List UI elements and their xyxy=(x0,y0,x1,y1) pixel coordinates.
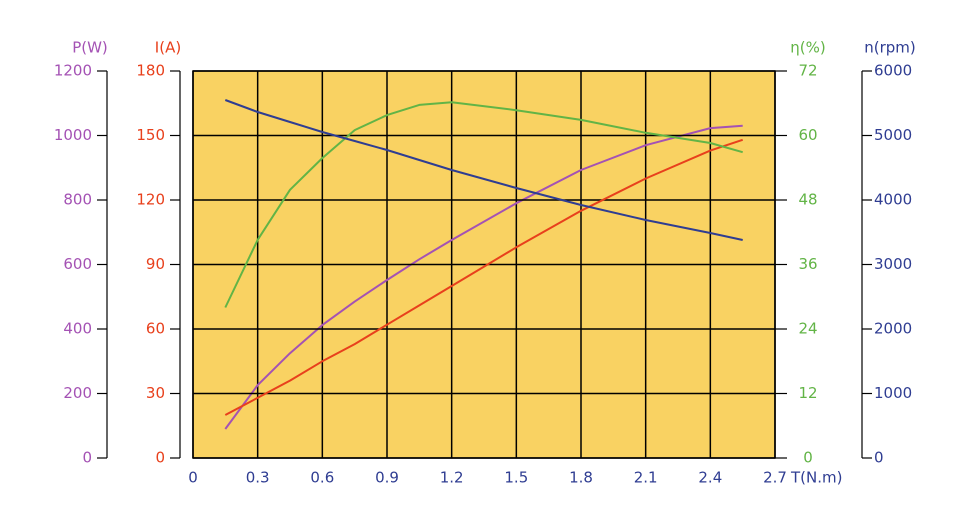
y-tick-label: 90 xyxy=(146,255,165,273)
y-tick-label: 1000 xyxy=(54,126,92,144)
data-line xyxy=(224,99,743,241)
y-axis-title: n(rpm) xyxy=(864,39,916,57)
y-tick-label: 48 xyxy=(798,191,817,209)
y-axis-title: P(W) xyxy=(72,39,108,57)
y-tick-label: 72 xyxy=(798,62,817,80)
x-tick-label: 0.3 xyxy=(246,469,270,487)
y-tick-label: 200 xyxy=(63,384,92,402)
x-tick-label: 1.2 xyxy=(440,469,464,487)
x-axis-label: T(N.m) xyxy=(790,469,842,487)
y-tick-label: 5000 xyxy=(874,126,912,144)
y-tick-label: 400 xyxy=(63,320,92,338)
y-tick-label: 30 xyxy=(146,384,165,402)
data-line xyxy=(224,101,743,308)
y-tick-label: 1200 xyxy=(54,62,92,80)
y-tick-label: 6000 xyxy=(874,62,912,80)
x-tick-label: 2.7 xyxy=(763,469,787,487)
y-tick-label: 2000 xyxy=(874,320,912,338)
x-tick-label: 1.8 xyxy=(569,469,593,487)
x-tick-label: 2.1 xyxy=(634,469,658,487)
y-tick-label: 0 xyxy=(82,449,92,467)
x-tick-label: 0.9 xyxy=(375,469,399,487)
x-tick-label: 0 xyxy=(188,469,198,487)
y-tick-label: 60 xyxy=(146,320,165,338)
x-tick-label: 1.5 xyxy=(504,469,528,487)
y-tick-label: 800 xyxy=(63,191,92,209)
y-tick-label: 0 xyxy=(155,449,165,467)
y-axis-title: η(%) xyxy=(790,39,825,57)
y-tick-label: 600 xyxy=(63,255,92,273)
data-line xyxy=(224,124,743,430)
y-tick-label: 0 xyxy=(803,449,813,467)
y-tick-label: 24 xyxy=(798,320,817,338)
x-tick-label: 2.4 xyxy=(698,469,722,487)
y-tick-label: 150 xyxy=(136,126,165,144)
y-tick-label: 1000 xyxy=(874,384,912,402)
data-line xyxy=(224,138,744,416)
y-tick-label: 36 xyxy=(798,255,817,273)
y-tick-label: 4000 xyxy=(874,191,912,209)
y-tick-label: 180 xyxy=(136,62,165,80)
y-axis-title: I(A) xyxy=(155,39,181,57)
y-tick-label: 3000 xyxy=(874,255,912,273)
y-tick-label: 120 xyxy=(136,191,165,209)
y-tick-label: 12 xyxy=(798,384,817,402)
x-tick-label: 0.6 xyxy=(310,469,334,487)
y-tick-label: 60 xyxy=(798,126,817,144)
y-tick-label: 0 xyxy=(874,449,884,467)
